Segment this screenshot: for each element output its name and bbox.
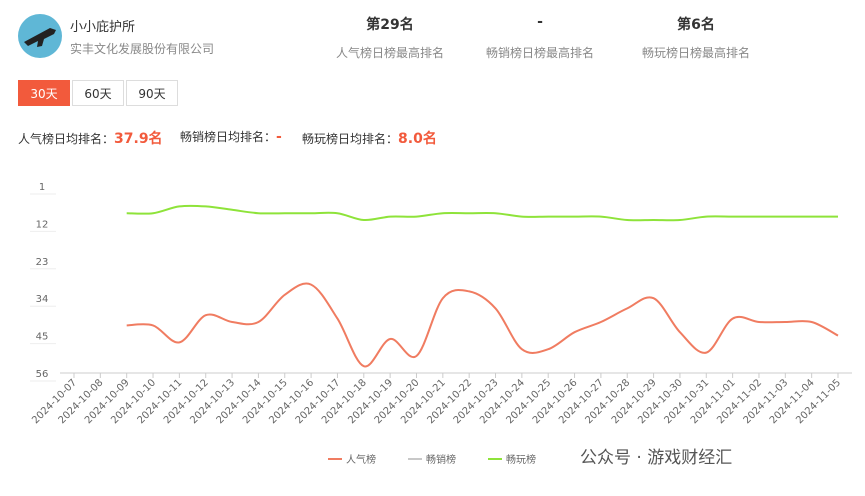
- stat-value: 第29名: [366, 17, 414, 33]
- tab[interactable]: 30天: [18, 80, 70, 106]
- tab[interactable]: 60天: [72, 80, 124, 106]
- summary-value: 8.0名: [398, 131, 437, 147]
- y-tick-label: 23: [36, 257, 49, 268]
- legend-label: 畅销榜: [426, 453, 456, 466]
- stat-value: -: [537, 14, 543, 30]
- app-icon: [18, 14, 62, 58]
- summary-label: 畅玩榜日均排名：: [302, 132, 399, 146]
- y-tick-label: 34: [36, 294, 49, 305]
- stat-value: 第6名: [677, 17, 715, 33]
- stat-label: 人气榜日榜最高排名: [335, 46, 444, 60]
- company: 实丰文化发展股份有限公司: [70, 42, 215, 56]
- line: [126, 204, 838, 222]
- legend-label: 畅玩榜: [506, 453, 536, 466]
- summary-value: 37.9名: [114, 131, 163, 147]
- y-tick-label: 56: [36, 369, 49, 380]
- app-name: 小小庇护所: [70, 20, 136, 35]
- y-tick-label: 45: [36, 332, 49, 343]
- line: [126, 282, 839, 368]
- stat-label: 畅销榜日榜最高排名: [485, 46, 594, 60]
- summary-value: -: [276, 129, 282, 145]
- y-tick-label: 12: [36, 219, 49, 230]
- watermark: 公众号 · 游戏财经汇: [580, 448, 732, 468]
- x-tick-label: 2024-10-07: [30, 377, 79, 426]
- summary: 畅玩榜日均排名：8.0名: [302, 128, 437, 148]
- stat-label: 畅玩榜日榜最高排名: [641, 46, 750, 60]
- summary: 人气榜日均排名：37.9名: [18, 128, 163, 148]
- summary-label: 畅销榜日均排名：: [180, 130, 277, 144]
- summary-label: 人气榜日均排名：: [18, 132, 115, 146]
- summary: 畅销榜日均排名：-: [180, 128, 282, 145]
- legend-label: 人气榜: [346, 453, 376, 466]
- y-tick-label: 1: [39, 182, 45, 193]
- tab[interactable]: 90天: [126, 80, 178, 106]
